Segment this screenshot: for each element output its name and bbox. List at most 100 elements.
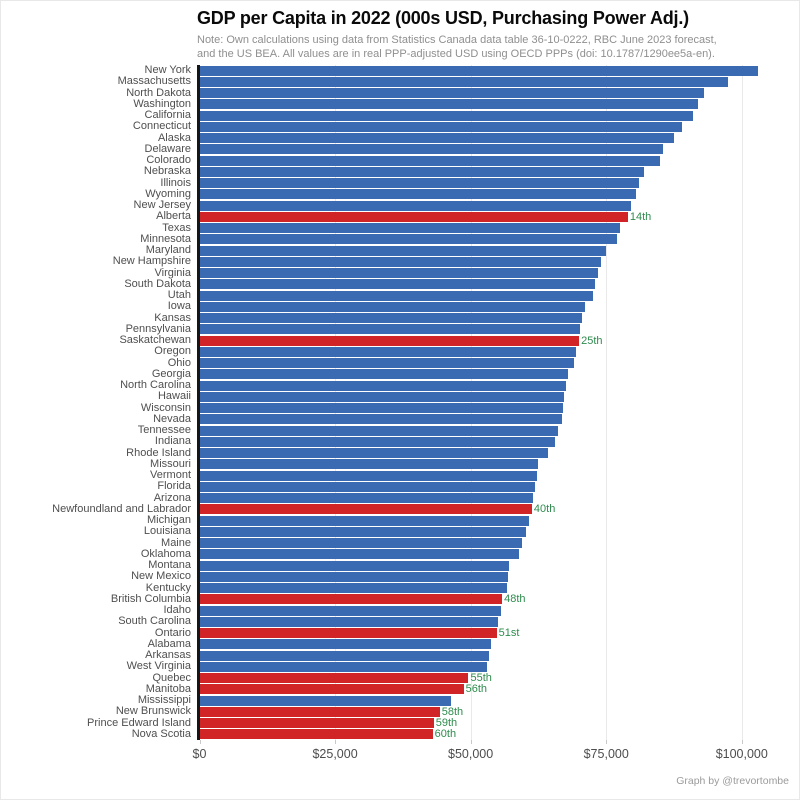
us-bar	[199, 425, 559, 436]
y-category-label: Maryland	[145, 244, 191, 257]
us-bar	[199, 155, 661, 166]
us-bar	[199, 369, 569, 380]
chart-row: Tennessee	[1, 425, 796, 436]
y-category-label: Alaska	[157, 131, 191, 144]
us-bar	[199, 414, 562, 425]
us-bar	[199, 133, 674, 144]
x-tick-label: $75,000	[583, 747, 629, 761]
us-bar	[199, 403, 563, 414]
chart-row: Florida	[1, 481, 796, 492]
canada-bar	[199, 729, 433, 740]
chart-row: North Carolina	[1, 380, 796, 391]
us-bar	[199, 65, 759, 76]
bar-track	[199, 324, 797, 335]
us-bar	[199, 268, 599, 279]
y-category-label: Minnesota	[140, 232, 191, 245]
chart-row: Indiana	[1, 436, 796, 447]
us-bar	[199, 515, 530, 526]
bar-track	[199, 313, 797, 324]
us-bar	[199, 616, 499, 627]
y-category-label: Mississippi	[137, 694, 191, 707]
chart-row: West Virginia	[1, 661, 796, 672]
us-bar	[199, 178, 639, 189]
bar-track	[199, 493, 797, 504]
us-bar	[199, 88, 704, 99]
canada-bar	[199, 628, 497, 639]
bar-track: 58th	[199, 706, 797, 717]
bar-track	[199, 144, 797, 155]
rank-annotation: 56th	[465, 683, 487, 696]
chart-row: Massachusetts	[1, 76, 796, 87]
y-category-label: Utah	[167, 289, 191, 302]
y-category-label: Idaho	[163, 604, 191, 617]
us-bar	[199, 200, 631, 211]
bar-track	[199, 459, 797, 470]
y-category-label: Massachusetts	[117, 75, 191, 88]
chart-row: Iowa	[1, 301, 796, 312]
us-bar	[199, 234, 618, 245]
bar-track	[199, 65, 797, 76]
credit-text: Graph by @trevortombe	[676, 775, 789, 787]
x-tick-mark	[741, 740, 743, 744]
rank-annotation: 48th	[504, 593, 526, 606]
bar-track	[199, 436, 797, 447]
chart-row: Kentucky	[1, 582, 796, 594]
chart-row: Wisconsin	[1, 402, 797, 414]
us-bar	[199, 279, 596, 290]
x-tick-mark	[335, 740, 337, 744]
us-bar	[199, 695, 451, 706]
y-category-label: Virginia	[154, 266, 192, 279]
x-axis: $0 $25,000 $50,000 $75,000 $100,000	[1, 740, 796, 762]
chart-row: Illinois	[1, 177, 796, 189]
bar-track	[199, 448, 797, 459]
y-category-label: Michigan	[146, 514, 191, 527]
chart-row: New Brunswick 58th	[1, 706, 797, 718]
y-category-label: Quebec	[152, 671, 191, 684]
chart-row: British Columbia 48th	[1, 593, 796, 606]
chart-row: Oklahoma	[1, 548, 797, 560]
chart-row: Alabama	[1, 638, 797, 650]
y-category-label: Newfoundland and Labrador	[52, 502, 191, 515]
bar-track	[199, 403, 797, 414]
y-category-label: Connecticut	[132, 120, 191, 133]
x-tick-label: $0	[192, 747, 207, 761]
chart-row: Ontario 51st	[1, 627, 796, 639]
bar-track	[199, 549, 797, 560]
bar-chart-plot-area: New York Massachusetts North Dakota Washing…	[1, 65, 796, 740]
chart-row: New Hampshire	[1, 256, 796, 267]
x-tick-label: $100,000	[715, 747, 768, 761]
bar-track	[199, 380, 797, 391]
chart-row: Washington	[1, 98, 796, 110]
y-category-label: Arkansas	[145, 649, 191, 662]
bar-track	[199, 639, 797, 650]
chart-row: Michigan	[1, 515, 796, 526]
canada-bar	[199, 211, 628, 222]
us-bar	[199, 560, 509, 571]
bar-track	[199, 695, 797, 706]
y-category-label: Colorado	[146, 154, 191, 167]
y-category-label: South Dakota	[124, 277, 191, 290]
us-bar	[199, 481, 535, 492]
rank-annotation: 59th	[435, 717, 458, 730]
y-category-label: Vermont	[150, 469, 191, 482]
chart-row: Rhode Island	[1, 447, 797, 459]
bar-track: 56th	[199, 683, 797, 696]
bar-track	[199, 245, 797, 256]
canada-bar	[199, 684, 464, 695]
y-category-label: Delaware	[144, 142, 191, 155]
chart-row: New York	[1, 65, 796, 76]
canada-bar	[199, 718, 434, 729]
y-category-label: Saskatchewan	[119, 334, 191, 347]
us-bar	[199, 493, 533, 504]
us-bar	[199, 166, 645, 177]
bar-track	[199, 290, 797, 301]
bar-track	[199, 391, 797, 402]
bar-track: 60th	[199, 729, 797, 740]
canada-bar	[199, 594, 503, 605]
chart-title: GDP per Capita in 2022 (000s USD, Purcha…	[197, 8, 689, 28]
us-bar	[199, 391, 564, 402]
rank-annotation: 40th	[533, 503, 556, 516]
rank-annotation: 14th	[629, 210, 652, 223]
chart-row: Arkansas	[1, 650, 796, 661]
us-bar	[199, 583, 507, 594]
